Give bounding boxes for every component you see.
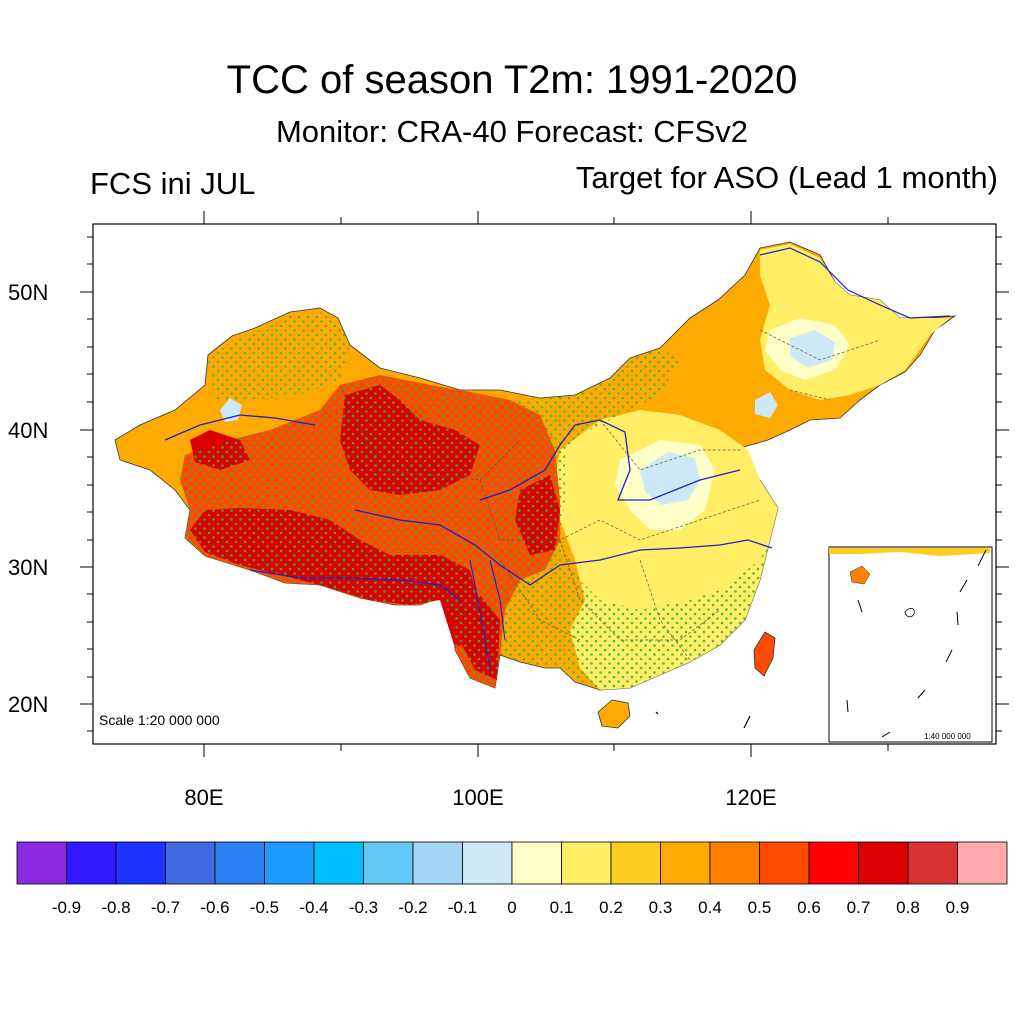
colorbar-swatch <box>16 841 67 885</box>
colorbar-swatch <box>660 841 711 885</box>
lat-label-20n: 20N <box>8 692 48 717</box>
initialization-label: FCS ini JUL <box>90 166 256 201</box>
yellow-river <box>479 419 741 501</box>
colorbar-swatch <box>957 841 1008 885</box>
colorbar-tick-label: -0.8 <box>101 898 130 917</box>
colorbar-tick-label: 0.2 <box>599 898 623 917</box>
colorbar-swatch <box>165 841 216 885</box>
lat-label-30n: 30N <box>8 555 48 580</box>
colorbar-tick-label: -0.5 <box>250 898 279 917</box>
colorbar-swatch <box>462 841 513 885</box>
taiwan-island <box>753 631 776 677</box>
colorbar-swatch <box>561 841 612 885</box>
colorbar-tick-label: -0.2 <box>398 898 427 917</box>
colorbar-swatch <box>858 841 909 885</box>
colorbar-swatch <box>759 841 810 885</box>
significance-stippling <box>180 348 770 690</box>
lon-label-120e: 120E <box>725 785 776 810</box>
colorbar-tick-label: -0.4 <box>299 898 328 917</box>
inset-scale-label: 1:40 000 000 <box>924 732 971 741</box>
colorbar-swatch <box>313 841 364 885</box>
negative-correlation-patch-liaodong <box>755 392 778 418</box>
colorbar-tick-label: 0.7 <box>847 898 871 917</box>
map-scale-label: Scale 1:20 000 000 <box>99 712 220 728</box>
province-boundaries <box>339 329 881 661</box>
colorbar-tick-label: -0.7 <box>151 898 180 917</box>
colorbar-tick-label: 0.4 <box>698 898 722 917</box>
colorbar-tick-label: -0.1 <box>448 898 477 917</box>
negative-correlation-patch-north <box>640 452 700 505</box>
lat-label-50n: 50N <box>8 280 48 305</box>
colorbar-tick-label: -0.3 <box>349 898 378 917</box>
colorbar-swatch <box>66 841 117 885</box>
colorbar-swatch <box>264 841 315 885</box>
colorbar-swatch <box>412 841 463 885</box>
colorbar-tick-label: 0 <box>507 898 516 917</box>
colorbar-tick-label: -0.6 <box>200 898 229 917</box>
target-label: Target for ASO (Lead 1 month) <box>575 160 998 195</box>
tarim-river <box>164 414 316 441</box>
colorbar-swatch <box>214 841 265 885</box>
colorbar-tick-label: 0.8 <box>896 898 920 917</box>
colorbar-swatch <box>610 841 661 885</box>
hainan-island <box>597 699 631 729</box>
colorbar-swatch <box>363 841 414 885</box>
colorbar-tick-label: -0.9 <box>52 898 81 917</box>
colorbar-tick-label: 0.6 <box>797 898 821 917</box>
map-subtitle: Monitor: CRA-40 Forecast: CFSv2 <box>275 114 749 149</box>
colorbar-swatch <box>907 841 958 885</box>
significance-stippling-north <box>208 312 350 400</box>
southwest-rivers <box>469 559 506 671</box>
yangtze-river <box>354 509 773 586</box>
colorbar-tick-label: 0.9 <box>946 898 970 917</box>
colorbar-tick-label: 0.1 <box>550 898 574 917</box>
south-china-sea-inset: 1:40 000 000 <box>828 546 993 743</box>
axis-ticks <box>80 211 1009 757</box>
lon-label-80e: 80E <box>184 785 223 810</box>
colorbar-tick-label: 0.5 <box>748 898 772 917</box>
south-china-sea-dashes <box>655 711 751 729</box>
colorbar-swatch <box>808 841 859 885</box>
colorbar-swatch <box>709 841 760 885</box>
colorbar-swatch <box>511 841 562 885</box>
colorbar-tick-label: 0.3 <box>649 898 673 917</box>
colorbar-swatch <box>115 841 166 885</box>
amur-river <box>759 247 951 319</box>
lat-label-40n: 40N <box>8 418 48 443</box>
yarlung-river <box>249 569 461 601</box>
map-title: TCC of season T2m: 1991-2020 <box>226 58 798 102</box>
lon-label-100e: 100E <box>452 785 503 810</box>
